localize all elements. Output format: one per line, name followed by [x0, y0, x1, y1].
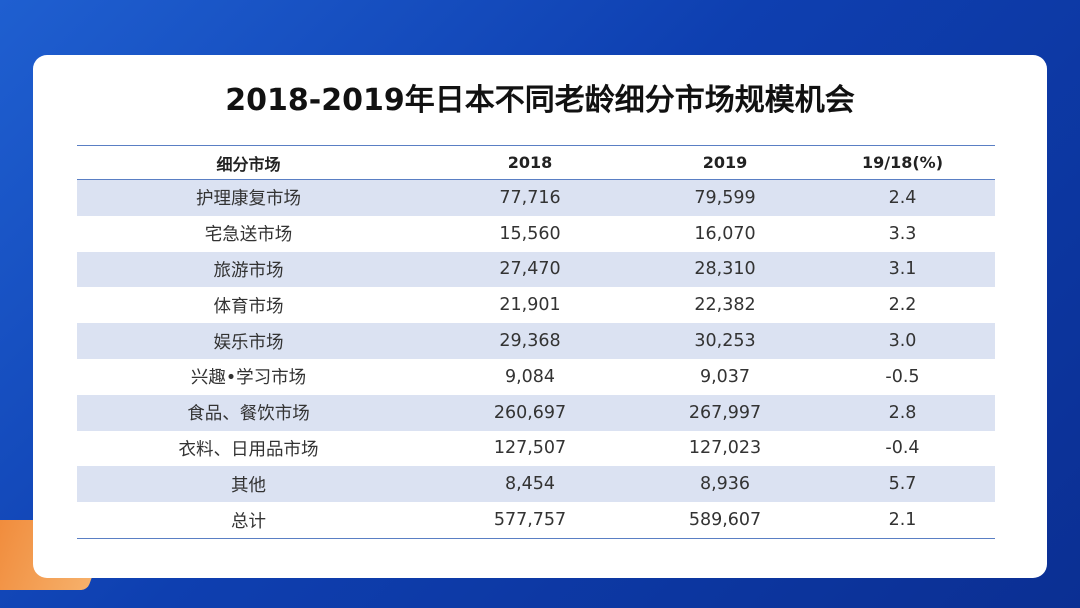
table-row: 食品、餐饮市场 260,697 267,997 2.8 [77, 394, 995, 431]
table-row: 总计 577,757 589,607 2.1 [77, 502, 995, 538]
table-cell: 16,070 [694, 223, 756, 244]
table-cell: 267,997 [688, 402, 762, 423]
header-row: 细分市场 2018 2019 19/18(%) [77, 146, 995, 180]
table-cell: 8,454 [504, 474, 556, 495]
table-row: 兴趣•学习市场 9,084 9,037 -0.5 [77, 359, 995, 395]
table-cell: 127,023 [688, 438, 762, 459]
table-cell: 589,607 [688, 510, 762, 531]
table: 细分市场 2018 2019 19/18(%) 护理康复市场 77,716 79,599 2.… [77, 145, 995, 539]
table-cell: 9,084 [504, 366, 556, 387]
table-row: 体育市场 21,901 22,382 2.2 [77, 287, 995, 323]
table-cell: 577,757 [493, 510, 567, 531]
table-cell: 8,936 [699, 474, 751, 495]
header-cell: 细分市场 [216, 154, 281, 174]
table-cell: 5.7 [888, 474, 917, 495]
table-cell: 77,716 [499, 187, 561, 208]
table-cell: 2.4 [888, 187, 917, 208]
table-cell: 29,368 [499, 331, 561, 352]
table-cell: -0.5 [885, 366, 920, 387]
table-row: 娱乐市场 29,368 30,253 3.0 [77, 323, 995, 359]
table-cell: 260,697 [493, 402, 567, 423]
table-cell: 21,901 [499, 295, 561, 316]
table-cell: 体育市场 [213, 296, 284, 317]
table-cell: 9,037 [699, 366, 751, 387]
table-cell: 护理康复市场 [196, 189, 301, 210]
table-row: 衣料、日用品市场 127,507 127,023 -0.4 [77, 431, 995, 467]
table-cell: -0.4 [885, 438, 920, 459]
table-row: 其他 8,454 8,936 5.7 [77, 466, 995, 503]
table-cell: 娱乐市场 [213, 332, 284, 353]
table-cell: 79,599 [694, 187, 756, 208]
table-cell: 28,310 [694, 259, 756, 280]
table-cell: 3.3 [888, 223, 917, 244]
table-cell: 宅急送市场 [204, 225, 293, 246]
title: 2018-2019年日本不同老龄细分市场规模机会 [225, 83, 855, 118]
table-cell: 127,507 [493, 438, 567, 459]
table-cell: 衣料、日用品市场 [178, 439, 319, 460]
table-cell: 2.2 [888, 295, 917, 316]
table-row: 护理康复市场 77,716 79,599 2.4 [77, 180, 995, 216]
table-cell: 22,382 [694, 295, 756, 316]
table-cell: 总计 [231, 511, 266, 532]
table-cell: 30,253 [694, 331, 756, 352]
table-cell: 兴趣•学习市场 [190, 368, 307, 389]
header-cell: 19/18(%) [861, 153, 944, 172]
card: 2018-2019年日本不同老龄细分市场规模机会 细分市场 2018 2019 19/… [33, 55, 1047, 578]
table-row: 宅急送市场 15,560 16,070 3.3 [77, 216, 995, 252]
table-cell: 2.1 [888, 510, 917, 531]
table-cell: 2.8 [888, 402, 917, 423]
table-cell: 27,470 [499, 259, 561, 280]
table-cell: 3.0 [888, 331, 917, 352]
table-cell: 3.1 [888, 259, 917, 280]
table-cell: 食品、餐饮市场 [187, 404, 310, 425]
table-cell: 其他 [231, 475, 266, 496]
header-cell: 2018 [507, 153, 553, 172]
table-cell: 15,560 [499, 223, 561, 244]
table-cell: 旅游市场 [213, 260, 284, 281]
header-cell: 2019 [702, 153, 748, 172]
table-row: 旅游市场 27,470 28,310 3.1 [77, 251, 995, 288]
